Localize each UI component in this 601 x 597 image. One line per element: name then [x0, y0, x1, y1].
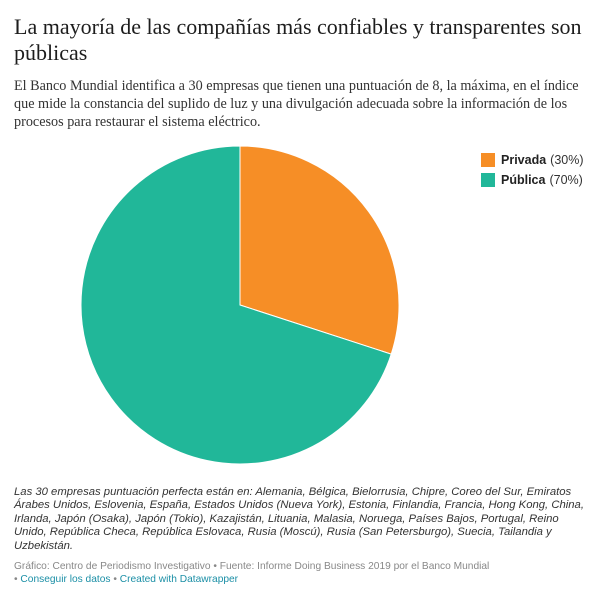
pie-chart — [80, 145, 400, 465]
footer-separator-3: • — [113, 574, 117, 585]
footer-source: Fuente: Informe Doing Business 2019 por … — [219, 561, 490, 572]
chart-footer: Gráfico: Centro de Periodismo Investigat… — [14, 560, 589, 586]
chart-note: Las 30 empresas puntuación perfecta está… — [14, 486, 584, 552]
chart-subtitle: El Banco Mundial identifica a 30 empresa… — [14, 78, 579, 130]
footer-separator-2: • — [14, 574, 18, 585]
legend-swatch-publica — [481, 173, 495, 187]
footer-credit: Gráfico: Centro de Periodismo Investigat… — [14, 561, 211, 572]
legend-value-publica: (70%) — [549, 173, 583, 187]
legend-item-publica: Pública (70%) — [481, 171, 584, 189]
legend-label-publica: Pública — [501, 173, 546, 187]
legend: Privada (30%) Pública (70%) — [481, 151, 584, 191]
footer-separator: • — [213, 561, 217, 572]
legend-item-privada: Privada (30%) — [481, 151, 584, 169]
chart-title: La mayoría de las compañías más confiabl… — [14, 14, 582, 65]
pie-slice-privada — [239, 145, 400, 355]
legend-value-privada: (30%) — [550, 153, 584, 167]
get-data-link[interactable]: Conseguir los datos — [20, 574, 111, 585]
pie-slice-publica — [80, 145, 392, 465]
legend-label-privada: Privada — [501, 153, 547, 167]
datawrapper-link[interactable]: Created with Datawrapper — [119, 574, 239, 585]
legend-swatch-privada — [481, 153, 495, 167]
